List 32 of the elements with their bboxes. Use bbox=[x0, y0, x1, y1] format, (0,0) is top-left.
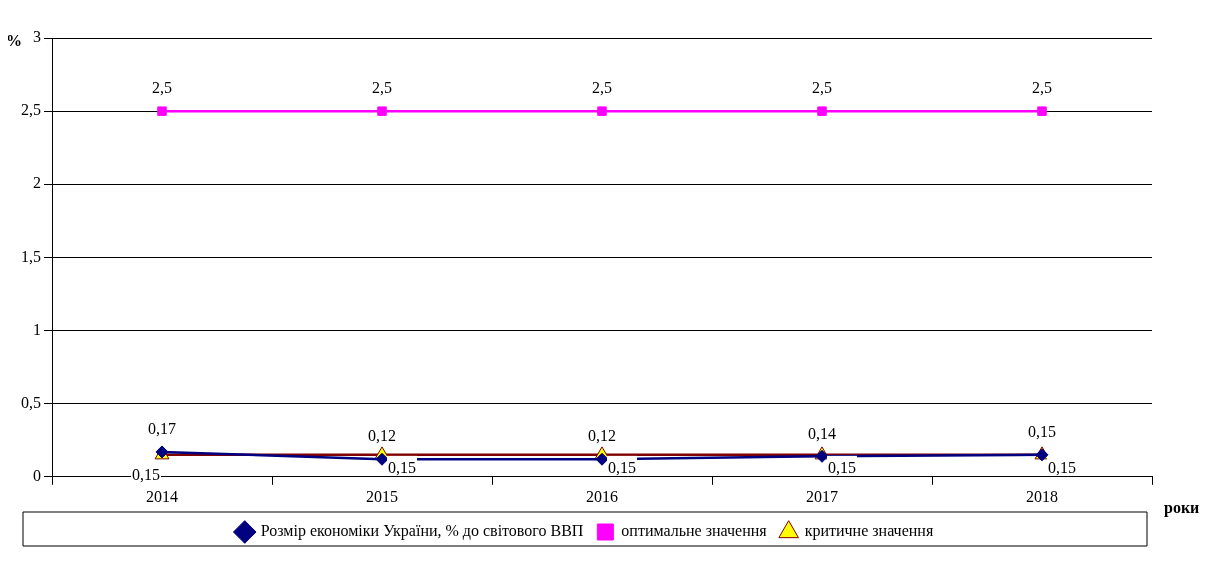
legend-label: Розмір економіки України, % до світового ВВП bbox=[260, 522, 584, 541]
data-label: 2,5 bbox=[152, 79, 172, 97]
data-label: 0,15 bbox=[1048, 459, 1076, 477]
x-tick-label: 2018 bbox=[1026, 487, 1058, 505]
x-tick-label: 2014 bbox=[146, 487, 178, 505]
data-label: 2,5 bbox=[1032, 79, 1052, 97]
data-label: 0,15 bbox=[828, 459, 856, 477]
data-label: 2,5 bbox=[592, 79, 612, 97]
legend-label: оптимальне значення bbox=[621, 522, 768, 540]
y-axis-title: % bbox=[6, 32, 22, 50]
y-tick-label: 1 bbox=[33, 320, 41, 338]
data-label: 2,5 bbox=[812, 79, 832, 97]
y-tick-label: 3 bbox=[33, 28, 41, 46]
data-label: 0,14 bbox=[808, 424, 836, 442]
y-tick-label: 2,5 bbox=[21, 101, 41, 119]
legend-label: критичне значення bbox=[804, 522, 934, 541]
x-tick-label: 2015 bbox=[366, 487, 398, 505]
y-tick-label: 1,5 bbox=[21, 247, 41, 265]
data-label: 0,15 bbox=[608, 459, 636, 477]
data-label: 0,15 bbox=[388, 459, 416, 477]
y-tick-label: 0,5 bbox=[21, 393, 41, 411]
x-tick-label: 2016 bbox=[586, 487, 618, 505]
data-label: 0,12 bbox=[588, 427, 616, 445]
y-tick-label: 0 bbox=[33, 467, 41, 484]
x-axis-title: роки bbox=[1164, 498, 1200, 517]
data-label: 2,5 bbox=[372, 79, 392, 97]
y-tick-label: 2 bbox=[33, 174, 41, 192]
data-label: 0,12 bbox=[368, 427, 396, 445]
data-label: 0,17 bbox=[148, 420, 176, 438]
data-label: 0,15 bbox=[1028, 423, 1056, 441]
data-label: 0,15 bbox=[132, 466, 160, 484]
x-tick-label: 2017 bbox=[806, 487, 838, 505]
